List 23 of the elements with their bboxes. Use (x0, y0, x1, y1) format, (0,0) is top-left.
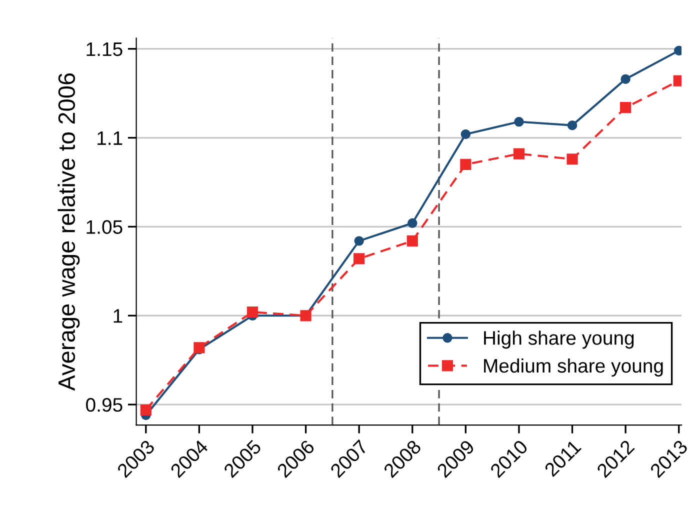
point (620, 102, 632, 114)
point (406, 235, 418, 246)
point (460, 158, 472, 170)
point (460, 129, 471, 140)
point (194, 342, 205, 354)
y-axis-title: Average wage relative to 2006 (58, 73, 80, 391)
point (408, 218, 418, 228)
point (620, 74, 630, 84)
point (246, 306, 258, 318)
y-tick-label: 0.95 (86, 398, 122, 412)
y-tick-label: 1.05 (86, 220, 122, 234)
legend-label: Medium share young (484, 358, 663, 377)
point (140, 404, 152, 416)
point (514, 116, 524, 127)
point (566, 154, 578, 165)
point (567, 120, 578, 130)
y-tick-label: 1.15 (86, 42, 122, 56)
legend-label: High share young (484, 330, 634, 349)
y-tick-label: 1.1 (98, 131, 122, 145)
y-tick-label: 1 (114, 309, 122, 323)
point (354, 236, 364, 246)
point (513, 148, 525, 160)
point (354, 253, 365, 264)
